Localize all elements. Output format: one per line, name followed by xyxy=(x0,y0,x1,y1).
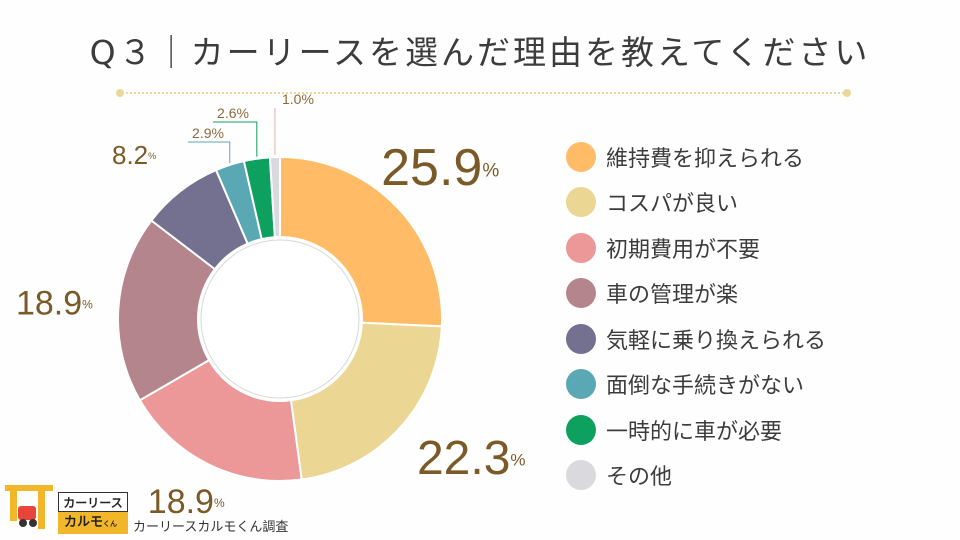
divider-dot-left xyxy=(116,89,124,97)
divider-dot-right xyxy=(843,89,851,97)
legend-label: 維持費を抑えられる xyxy=(606,146,805,172)
slice-0 xyxy=(279,155,443,328)
legend-swatch xyxy=(566,141,596,172)
donut-chart: 25.9% 22.3% 18.9% 18.9% 8.2% 2.9% 2.6% 1.0% xyxy=(15,91,526,522)
legend-label: その他 xyxy=(606,465,673,491)
data-label-4: 8.2% xyxy=(112,140,156,170)
legend-item: 車の管理が楽 xyxy=(566,271,826,317)
data-label-3: 18.9% xyxy=(16,285,93,323)
legend-label: 車の管理が楽 xyxy=(606,283,739,309)
legend-item: その他 xyxy=(566,453,826,499)
slice-7 xyxy=(268,155,281,239)
legend-label: 気軽に乗り換えられる xyxy=(606,328,827,354)
chart-legend: 維持費を抑えられる コスパが良い 初期費用が不要 車の管理が楽気軽に乗り換えられる 面倒… xyxy=(566,134,826,498)
legend-label: 初期費用が不要 xyxy=(606,237,761,263)
slice-3 xyxy=(117,219,217,402)
donut-hole xyxy=(200,239,360,399)
data-label-0: 25.9% xyxy=(381,139,499,197)
legend-item: 一時的に車が必要 xyxy=(566,407,826,453)
title-divider xyxy=(118,92,848,94)
logo-bottom-main: カルモ xyxy=(64,515,104,530)
legend-swatch xyxy=(566,323,596,354)
inner-ring xyxy=(203,242,357,396)
chart-title: Q３｜カーリースを選んだ理由を教えてください xyxy=(89,33,871,72)
legend-item: 面倒な手続きがない xyxy=(566,362,826,408)
legend-item: 維持費を抑えられる xyxy=(566,134,826,180)
logo-bottom-small: くん xyxy=(103,520,118,528)
data-label-6: 2.6% xyxy=(217,105,249,121)
data-label-5: 2.9% xyxy=(192,125,224,141)
legend-item: 気軽に乗り換えられる xyxy=(566,316,826,362)
logo-top-text: カーリース xyxy=(58,492,128,512)
legend-swatch xyxy=(566,369,596,400)
logo-bottom-text: カルモくん xyxy=(58,512,128,534)
legend-swatch xyxy=(566,187,596,218)
legend-label: 一時的に車が必要 xyxy=(606,419,783,445)
data-label-7: 1.0% xyxy=(282,91,314,107)
legend-label: 面倒な手続きがない xyxy=(606,374,805,400)
legend-label: コスパが良い xyxy=(606,192,739,218)
slice-1 xyxy=(289,321,443,481)
leader-line-5 xyxy=(188,141,231,163)
legend-swatch xyxy=(566,460,596,491)
leader-line-6 xyxy=(213,121,258,157)
legend-item: 初期費用が不要 xyxy=(566,225,826,271)
legend-item: コスパが良い xyxy=(566,180,826,226)
slice-2 xyxy=(138,358,303,482)
legend-swatch xyxy=(566,278,596,309)
car-logo-icon xyxy=(5,485,53,529)
brand-logo: カーリース カルモくん xyxy=(4,482,130,536)
data-label-1: 22.3% xyxy=(417,432,526,485)
data-label-2: 18.9% xyxy=(148,483,225,521)
legend-swatch xyxy=(566,414,596,445)
survey-credit: カーリースカルモくん調査 xyxy=(133,520,289,535)
legend-swatch xyxy=(566,232,596,263)
